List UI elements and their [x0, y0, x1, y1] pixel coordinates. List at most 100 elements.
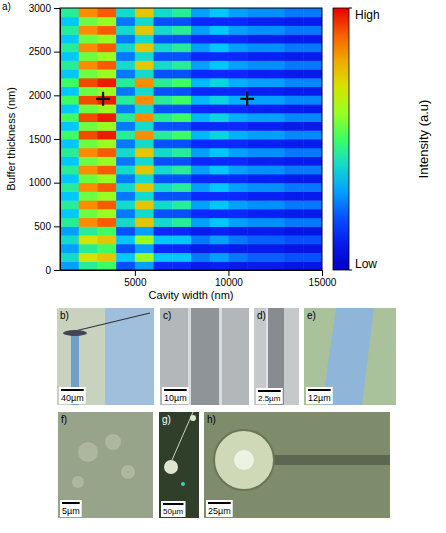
heatmap-cell: [303, 130, 322, 139]
heatmap-cell: [97, 156, 116, 165]
heatmap-cell: [228, 235, 247, 244]
heatmap-cell: [210, 226, 229, 235]
heatmap-cell: [303, 244, 322, 253]
heatmap-cell: [135, 43, 154, 52]
heatmap-cell: [266, 139, 285, 148]
heatmap-cell: [60, 209, 79, 218]
heatmap-cell: [303, 183, 322, 192]
heatmap-cell: [228, 191, 247, 200]
heatmap-cell: [285, 148, 304, 157]
heatmap-cell: [135, 218, 154, 227]
heatmap-cell: [154, 130, 173, 139]
heatmap-cell: [116, 174, 135, 183]
heatmap-cell: [266, 95, 285, 104]
cross-marker: [240, 92, 254, 106]
heatmap-cell: [210, 209, 229, 218]
panel-label: g): [162, 414, 171, 425]
pillar-edge: [219, 308, 222, 405]
heatmap-cell: [228, 43, 247, 52]
heatmap-cell: [247, 8, 266, 17]
heatmap-cell: [97, 261, 116, 270]
dot: [190, 415, 196, 421]
heatmap-cell: [97, 34, 116, 43]
photo-panel: b) 40µm: [57, 308, 154, 405]
heatmap-cell: [154, 156, 173, 165]
heatmap-cell: [79, 261, 98, 270]
heatmap-cell: [79, 25, 98, 34]
heatmap-cell: [97, 218, 116, 227]
heatmap-cell: [191, 95, 210, 104]
heatmap-cell: [79, 165, 98, 174]
panel-label: b): [60, 310, 69, 321]
photo-panel: h)25µm: [204, 412, 390, 518]
heatmap-cell: [285, 261, 304, 270]
heatmap-cell: [60, 104, 79, 113]
heatmap-cell: [303, 122, 322, 131]
heatmap-cell: [60, 60, 79, 69]
heatmap-cell: [97, 25, 116, 34]
y-tick-mark: [54, 270, 60, 271]
heatmap-cell: [210, 218, 229, 227]
heatmap-cell: [79, 209, 98, 218]
y-tick-label: 500: [34, 221, 51, 232]
heatmap-cell: [191, 25, 210, 34]
heatmap-cell: [266, 235, 285, 244]
heatmap-cell: [97, 191, 116, 200]
heatmap-cell: [303, 200, 322, 209]
y-tick-label: 2000: [29, 90, 52, 101]
heatmap-cell: [116, 122, 135, 131]
cross-marker: [96, 92, 110, 106]
heatmap-cell: [135, 235, 154, 244]
heatmap-cell: [116, 104, 135, 113]
heatmap-cell: [172, 244, 191, 253]
heatmap-cell: [154, 165, 173, 174]
heatmap-cell: [191, 8, 210, 17]
heatmap-cell: [97, 165, 116, 174]
heatmap-cell: [247, 156, 266, 165]
heatmap-cell: [154, 8, 173, 17]
heatmap-cell: [303, 113, 322, 122]
heatmap-cell: [116, 87, 135, 96]
scale-bar: [62, 502, 80, 504]
fibre: [75, 313, 150, 331]
heatmap-cell: [154, 261, 173, 270]
heatmap-cell: [116, 235, 135, 244]
heatmap-cell: [303, 95, 322, 104]
heatmap-cell: [172, 253, 191, 262]
heatmap-cell: [154, 235, 173, 244]
heatmap-cell: [210, 253, 229, 262]
heatmap-cell: [154, 104, 173, 113]
heatmap-cell: [266, 43, 285, 52]
x-tick: 15000: [309, 270, 337, 288]
heatmap-cell: [116, 78, 135, 87]
heatmap-cell: [135, 122, 154, 131]
scale-bar-label: 40µm: [61, 393, 84, 403]
heatmap-cell: [135, 17, 154, 26]
heatmap-cell: [116, 165, 135, 174]
heatmap-cell: [79, 226, 98, 235]
heatmap-cell: [116, 156, 135, 165]
scale-bar-label: 2.5µm: [258, 394, 281, 403]
heatmap-cell: [154, 122, 173, 131]
heatmap-cell: [172, 261, 191, 270]
heatmap-cell: [266, 156, 285, 165]
heatmap-cell: [191, 60, 210, 69]
photo: [204, 412, 390, 518]
heatmap-cell: [79, 122, 98, 131]
heatmap-cell: [285, 52, 304, 61]
heatmap-cell: [210, 34, 229, 43]
heatmap-cell: [285, 253, 304, 262]
cavity: [63, 330, 87, 336]
heatmap-cell: [97, 104, 116, 113]
heatmap-cell: [266, 25, 285, 34]
scale-bar: [258, 390, 281, 392]
y-tick: 1500: [29, 134, 60, 145]
fibre: [172, 412, 193, 460]
heatmap-cell: [135, 130, 154, 139]
heatmap-cell: [172, 174, 191, 183]
heatmap-cell: [60, 122, 79, 131]
heatmap-cell: [210, 78, 229, 87]
heatmap-cell: [285, 43, 304, 52]
heatmap-cell: [210, 156, 229, 165]
heatmap-cell: [116, 130, 135, 139]
